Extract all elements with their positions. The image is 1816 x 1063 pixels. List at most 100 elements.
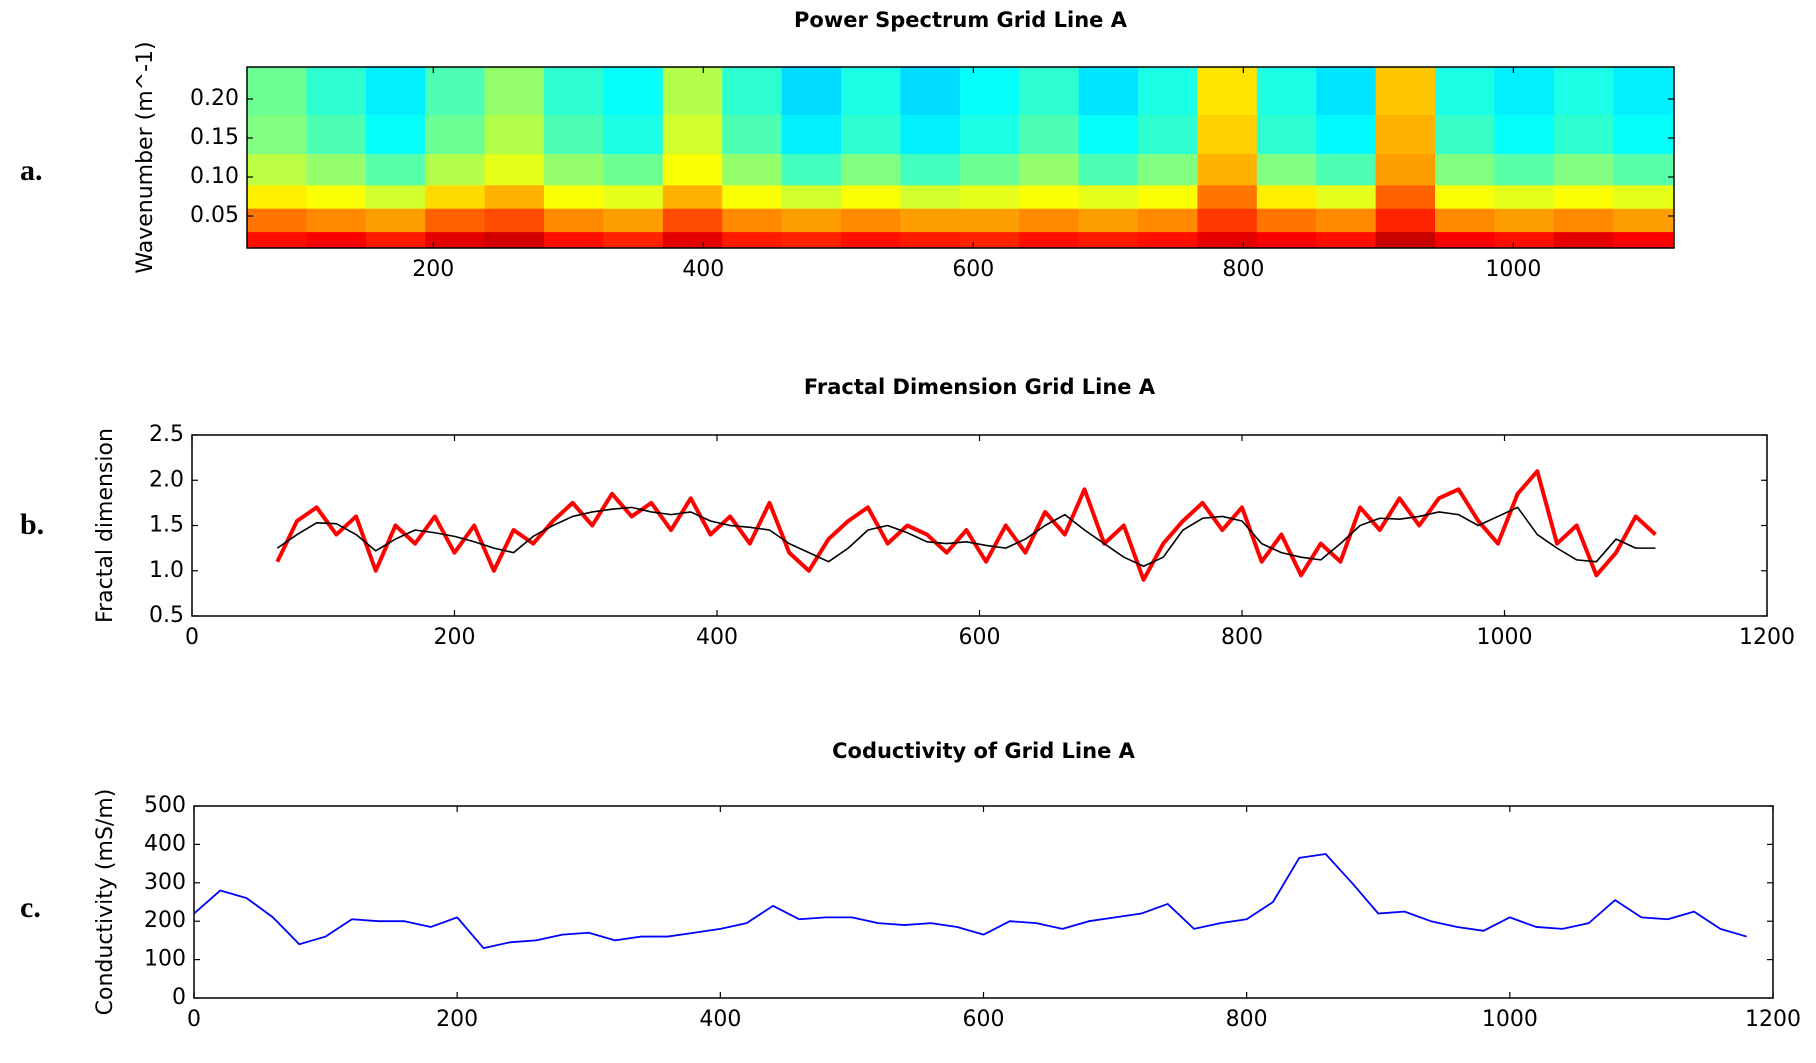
heat-cell	[1613, 114, 1674, 155]
heat-cell	[484, 184, 545, 209]
plot-area	[194, 853, 1747, 949]
y-tick-label: 400	[144, 831, 186, 856]
heat-cell	[1375, 114, 1436, 155]
heat-cell	[1256, 67, 1317, 116]
heat-cell	[662, 67, 723, 116]
heat-cell	[1138, 231, 1198, 248]
heat-cell	[1553, 231, 1614, 248]
heat-cell	[1019, 184, 1080, 209]
heat-cell	[603, 67, 664, 116]
heat-cell	[603, 114, 664, 155]
heat-cell	[425, 208, 486, 233]
heat-cell	[1494, 208, 1555, 233]
heat-cell	[1435, 67, 1495, 116]
x-tick-label: 800	[1221, 625, 1263, 650]
heat-cell	[1138, 67, 1198, 116]
y-axis-label: Wavenumber (m^-1)	[133, 41, 158, 273]
y-tick-label: 0.20	[190, 86, 239, 111]
heat-cell	[722, 67, 783, 116]
heat-cell	[900, 67, 961, 116]
y-axis-label: Fractal dimension	[93, 428, 118, 623]
x-tick-label: 800	[1226, 1007, 1268, 1032]
heat-cell	[722, 153, 783, 186]
y-tick-label: 200	[144, 908, 186, 933]
heat-cell	[247, 208, 307, 233]
heat-cell	[1375, 184, 1436, 209]
heat-cell	[1256, 153, 1317, 186]
heat-cell	[1197, 208, 1258, 233]
x-tick-label: 800	[1222, 257, 1264, 282]
heat-cell	[1197, 153, 1258, 186]
heat-cell	[603, 231, 664, 248]
heat-cell	[484, 231, 545, 248]
heat-cell	[365, 67, 426, 116]
heat-cell	[425, 231, 486, 248]
heat-cell	[900, 231, 961, 248]
heat-cell	[1316, 114, 1377, 155]
panel: 0 200 400 600 800 1000 1200 0 100 200 300 400 500 Cod…	[20, 739, 1801, 1032]
data-line	[194, 853, 1747, 949]
heat-cell	[425, 114, 486, 155]
heat-cell	[306, 231, 367, 248]
heat-cell	[959, 114, 1020, 155]
y-tick-label: 0	[172, 985, 186, 1010]
heat-cell	[1138, 208, 1198, 233]
heat-cell	[1553, 114, 1614, 155]
heat-cell	[1375, 231, 1436, 248]
heat-cell	[365, 184, 426, 209]
heat-cell	[662, 208, 723, 233]
heat-cell	[841, 231, 901, 248]
heat-cell	[425, 184, 486, 209]
heat-cell	[247, 153, 307, 186]
x-tick-label: 0	[185, 625, 199, 650]
panel-label: a.	[20, 154, 43, 187]
y-tick-label: 100	[144, 947, 186, 972]
heat-cell	[841, 208, 901, 233]
x-tick-label: 1000	[1482, 1007, 1538, 1032]
x-tick-label: 1000	[1485, 257, 1541, 282]
heat-cell	[365, 231, 426, 248]
x-tick-label: 400	[696, 625, 738, 650]
heat-cell	[722, 231, 783, 248]
heat-cell	[1553, 67, 1614, 116]
heat-cell	[959, 231, 1020, 248]
panel: 0 200 400 600 800 1000 1200 0.5 1.0 1.5 2.0 2.5 Frac…	[20, 375, 1795, 650]
heat-cell	[544, 153, 604, 186]
heat-cell	[841, 184, 901, 209]
x-tick-label: 200	[434, 625, 476, 650]
heat-cell	[365, 208, 426, 233]
panel-label: b.	[20, 508, 44, 541]
heat-cell	[781, 114, 842, 155]
heat-cell	[1197, 67, 1258, 116]
heat-cell	[722, 114, 783, 155]
heat-cell	[1613, 208, 1674, 233]
heat-cell	[781, 184, 842, 209]
heat-cell	[1078, 184, 1139, 209]
x-tick-label: 200	[436, 1007, 478, 1032]
heat-cell	[1375, 153, 1436, 186]
heat-cell	[1553, 208, 1614, 233]
heat-cell	[841, 153, 901, 186]
heat-cell	[1019, 231, 1080, 248]
heat-cell	[544, 114, 604, 155]
heat-cell	[1138, 114, 1198, 155]
heat-cell	[1078, 231, 1139, 248]
y-tick-label: 500	[144, 793, 186, 818]
heat-cell	[1494, 231, 1555, 248]
heat-cell	[900, 184, 961, 209]
heat-cell	[1316, 208, 1377, 233]
x-tick-label: 1200	[1739, 625, 1795, 650]
heat-cell	[781, 208, 842, 233]
y-tick-label: 0.05	[190, 203, 239, 228]
heat-cell	[247, 67, 307, 116]
heat-cell	[306, 114, 367, 155]
y-axis-label: Conductivity (mS/m)	[93, 789, 118, 1016]
heat-cell	[781, 153, 842, 186]
heat-cell	[1375, 67, 1436, 116]
heat-cell	[603, 153, 664, 186]
heat-cell	[1316, 153, 1377, 186]
heat-cell	[722, 208, 783, 233]
heat-cell	[1078, 153, 1139, 186]
heat-cell	[1375, 208, 1436, 233]
